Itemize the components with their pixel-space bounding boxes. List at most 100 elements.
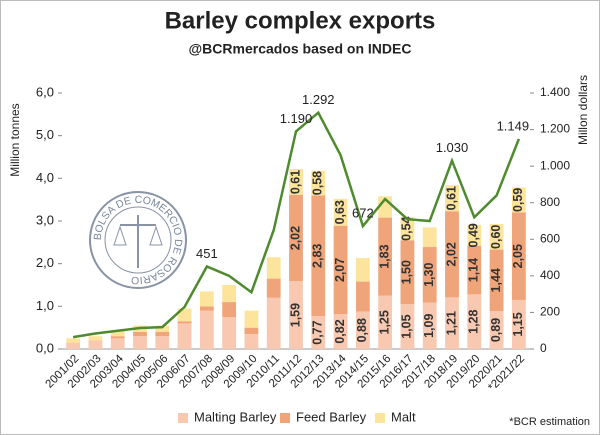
y2-axis-label: Millon dollars	[576, 75, 590, 145]
line-label: 1.190	[280, 111, 313, 126]
bar-segment	[489, 249, 504, 312]
y2-tick-label: 1.200	[540, 122, 570, 136]
bar-segment	[355, 258, 370, 282]
logo: BOLSA DE COMERCIO DE ROSARIO	[89, 191, 187, 289]
bar-segment	[289, 168, 303, 195]
y-axis-label: Million tonnes	[8, 103, 22, 176]
bar-segment	[66, 342, 81, 349]
logo-ring	[104, 206, 172, 274]
data-label: 0,88	[355, 318, 369, 342]
line-label: 1.292	[302, 92, 335, 107]
bar-segment	[489, 223, 504, 250]
bar-segment	[311, 316, 326, 349]
y-tick-label: 5,0	[36, 127, 54, 142]
data-label: 0,77	[311, 320, 325, 344]
data-label: 1,09	[422, 314, 436, 338]
data-label: 1,30	[422, 263, 436, 287]
bar-segment	[422, 227, 437, 248]
legend-label: Feed Barley	[296, 409, 367, 424]
data-label: 2,07	[333, 258, 347, 282]
data-label: 1,50	[400, 260, 414, 284]
chart-subtitle: @BCRmercados based on INDEC	[189, 41, 412, 57]
data-label: 0,49	[467, 223, 481, 247]
bar-segment	[199, 291, 214, 307]
data-label: 1,14	[467, 258, 481, 282]
data-label: 0,61	[444, 186, 458, 210]
bar-segment	[177, 321, 192, 324]
data-label: 0,54	[400, 216, 414, 240]
data-label: 1,28	[467, 309, 481, 333]
bar-segment	[333, 314, 348, 349]
data-label: 2,02	[444, 242, 458, 266]
bar-segment	[222, 285, 237, 303]
bar-segment	[289, 194, 303, 282]
legend-swatch	[375, 413, 385, 423]
y-tick-label: 2,0	[36, 255, 54, 270]
bar-segment	[199, 310, 214, 349]
data-label: 0,63	[333, 200, 347, 224]
data-label: 1,21	[444, 311, 458, 335]
bar-segment	[266, 257, 281, 279]
bar-segment	[244, 334, 259, 349]
bar-segment	[445, 211, 459, 298]
y-tick-label: 3,0	[36, 212, 54, 227]
bar-segment	[400, 217, 415, 241]
note: *BCR estimation	[509, 416, 590, 428]
bar-segment	[110, 338, 125, 349]
y2-tick-label: 600	[540, 231, 560, 245]
bar-segment	[355, 281, 370, 312]
bar-segment	[266, 297, 281, 349]
data-label: 1,44	[489, 268, 503, 292]
bar-segment	[155, 325, 170, 332]
data-label: 2,05	[511, 244, 525, 268]
bar-segment	[244, 310, 259, 328]
bar-segment	[378, 295, 393, 349]
data-label: 1,25	[377, 310, 391, 334]
bar-segment	[66, 338, 81, 343]
data-label: 2,02	[288, 226, 302, 250]
line-label: 451	[196, 246, 218, 261]
data-label: 1,59	[288, 303, 302, 327]
bar-segment	[333, 225, 348, 315]
data-label: 0,58	[311, 171, 325, 195]
y2-tick-label: 1.000	[540, 158, 570, 172]
bar-segment	[511, 299, 526, 349]
bar-segment	[311, 170, 326, 196]
bar-segment	[311, 195, 326, 317]
bar-segment	[445, 185, 459, 212]
line-label: 672	[352, 206, 374, 221]
bar-segment	[133, 336, 147, 349]
line-label: 1.149	[497, 118, 530, 133]
bar-segment	[155, 331, 170, 337]
data-label: 2,83	[311, 244, 325, 268]
legend-label: Malting Barley	[194, 409, 277, 424]
data-label: 1,15	[511, 312, 525, 336]
y-tick-label: 0,0	[36, 340, 54, 355]
bar-segment	[289, 281, 303, 349]
bar-segment	[489, 311, 504, 349]
bar-segment	[467, 245, 482, 295]
bar-segment	[445, 297, 459, 349]
y-tick-label: 1,0	[36, 298, 54, 313]
line	[72, 110, 521, 339]
data-label: 1,05	[400, 314, 414, 338]
bar-segment	[155, 336, 170, 349]
bar-segment	[110, 329, 125, 337]
bar-segment	[333, 198, 348, 226]
y2-tick-label: 400	[540, 268, 560, 282]
data-label: 0,89	[489, 318, 503, 342]
bar-segment	[88, 336, 103, 341]
bar-segment	[400, 304, 415, 349]
y2-tick-label: 0	[540, 341, 547, 355]
bar-segment	[422, 247, 437, 303]
y-tick-label: 4,0	[36, 170, 54, 185]
bar-segment	[199, 306, 214, 311]
bar-segment	[467, 294, 482, 349]
bar-segment	[266, 278, 281, 298]
bar-segment	[133, 331, 147, 337]
bar-segment	[177, 323, 192, 349]
data-label: 0,60	[489, 225, 503, 249]
y2-tick-label: 800	[540, 195, 560, 209]
legend-swatch	[280, 413, 290, 423]
